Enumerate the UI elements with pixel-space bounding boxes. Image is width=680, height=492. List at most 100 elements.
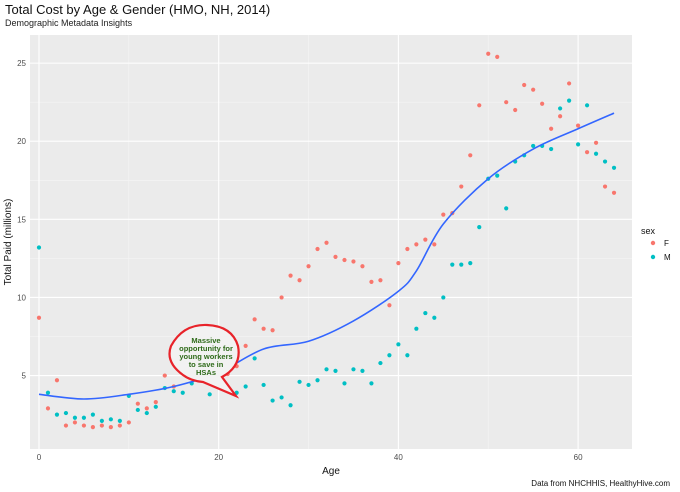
point-f [522, 82, 527, 88]
point-m [90, 412, 95, 417]
point-m [288, 403, 293, 408]
point-f [54, 378, 60, 383]
point-m [558, 106, 563, 111]
point-f [306, 264, 311, 269]
point-f [72, 420, 78, 425]
point-m [468, 260, 473, 266]
point-f [477, 103, 482, 108]
point-m [450, 262, 455, 267]
y-axis-ticks: 5 10 15 20 25 [17, 59, 26, 380]
point-m [297, 379, 302, 384]
point-m [495, 173, 500, 178]
trend-line [38, 112, 615, 400]
point-m [45, 390, 51, 395]
y-tick-label: 20 [17, 137, 26, 146]
y-axis-title: Total Paid (millions) [3, 199, 14, 286]
point-m [252, 356, 257, 361]
point-m [180, 390, 185, 395]
annotation-line-3: young workers [179, 352, 232, 361]
point-f [108, 425, 113, 430]
point-f [468, 153, 473, 158]
point-m [504, 206, 509, 211]
point-f [602, 184, 608, 189]
point-m [315, 378, 320, 383]
point-f [611, 190, 617, 195]
point-m [414, 326, 419, 331]
point-f [162, 373, 167, 378]
point-f [360, 264, 365, 269]
point-m [279, 395, 284, 400]
point-f [153, 400, 158, 405]
point-f [558, 114, 563, 119]
point-m [387, 353, 392, 358]
point-m [567, 98, 572, 103]
point-m [441, 295, 446, 300]
series-m-points [36, 98, 617, 423]
point-m [378, 360, 383, 366]
y-tick-label: 10 [17, 293, 26, 302]
annotation-line-5: HSAs [196, 368, 216, 377]
point-f [288, 273, 293, 278]
grid-lines [30, 35, 632, 449]
point-m [72, 415, 78, 420]
point-m [117, 418, 122, 423]
point-f [423, 237, 428, 242]
point-f [315, 246, 320, 252]
point-m [243, 384, 248, 389]
x-tick-label: 40 [394, 453, 403, 462]
point-f [297, 278, 302, 283]
point-f [396, 260, 401, 266]
x-tick-label: 20 [214, 453, 223, 462]
point-m [602, 159, 608, 164]
plot-panel [30, 35, 632, 449]
point-m [423, 310, 428, 316]
point-m [207, 392, 212, 397]
legend: sex F M [641, 226, 671, 262]
point-f [414, 242, 419, 247]
point-m [63, 410, 69, 416]
point-f [90, 425, 95, 430]
point-f [135, 401, 140, 406]
point-m [36, 245, 42, 250]
point-f [324, 240, 329, 245]
point-m [459, 262, 464, 267]
point-m [369, 381, 374, 386]
point-f [81, 423, 87, 428]
annotation-bubble: Massive opportunity for young workers to… [168, 323, 240, 399]
annotation-line-2: opportunity for [179, 344, 233, 353]
point-m [432, 315, 437, 320]
x-tick-label: 60 [574, 453, 583, 462]
series-f-points [36, 51, 617, 430]
point-f [459, 184, 464, 189]
point-f [270, 328, 275, 333]
point-f [441, 212, 446, 217]
y-tick-label: 25 [17, 59, 26, 68]
point-f [63, 423, 69, 428]
point-f [351, 259, 356, 264]
point-f [432, 242, 437, 247]
point-m [575, 142, 581, 147]
point-f [593, 140, 599, 145]
chart-subtitle: Demographic Metadata Insights [5, 18, 133, 28]
annotation-line-1: Massive [191, 336, 220, 345]
point-m [342, 381, 347, 386]
point-f [504, 100, 509, 105]
point-f [584, 150, 590, 155]
x-axis-title: Age [322, 466, 340, 477]
y-tick-label: 15 [17, 215, 26, 224]
point-f [243, 343, 248, 348]
point-m [54, 412, 60, 417]
point-m [153, 404, 158, 409]
annotation-line-4: to save in [189, 360, 224, 369]
legend-key-m [650, 254, 656, 260]
point-f [531, 87, 536, 92]
point-f [540, 101, 545, 106]
point-f [279, 295, 284, 300]
point-m [405, 353, 410, 358]
chart-title: Total Cost by Age & Gender (HMO, NH, 201… [5, 2, 270, 17]
point-f [387, 303, 392, 308]
point-m [261, 382, 266, 388]
point-f [144, 406, 149, 411]
point-f [549, 126, 554, 131]
